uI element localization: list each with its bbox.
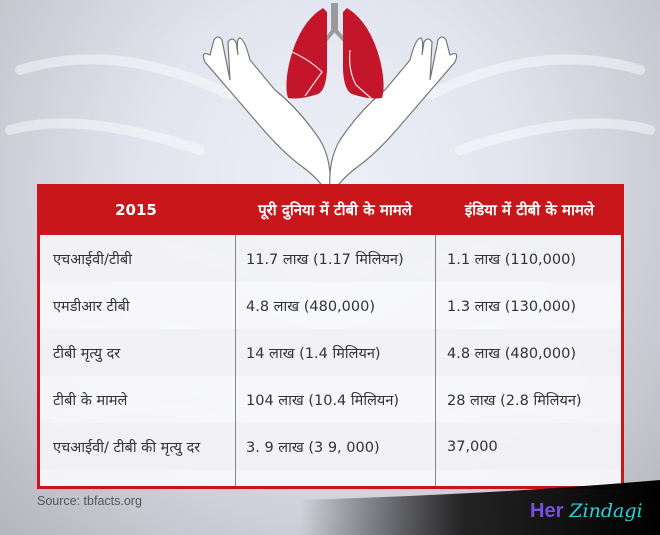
- source-caption: Source: tbfacts.org: [37, 494, 142, 508]
- header-year: 2015: [115, 200, 157, 219]
- brand-her: Her: [530, 500, 564, 522]
- lungs-icon: [286, 3, 384, 100]
- lungs-in-hands-illustration: [202, 3, 458, 190]
- table-row: टीबी मृत्यु दर 14 लाख (1.4 मिलियन) 4.8 ल…: [40, 329, 621, 376]
- world-value: 3. 9 लाख (3 9, 000): [246, 439, 380, 456]
- world-value: 11.7 लाख (1.17 मिलियन): [246, 251, 404, 268]
- table-row: एचआईवी/ टीबी की मृत्यु दर 3. 9 लाख (3 9,…: [40, 423, 621, 470]
- india-value: 37,000: [447, 438, 498, 455]
- india-value: 1.3 लाख (130,000): [447, 298, 577, 315]
- header-india-cases: इंडिया में टीबी के मामले: [464, 200, 595, 219]
- table-body: एचआईवी/टीबी 11.7 लाख (1.17 मिलियन) 1.1 ल…: [40, 235, 621, 486]
- world-value: 104 लाख (10.4 मिलियन): [246, 392, 400, 409]
- table-header-row: 2015 पूरी दुनिया में टीबी के मामले इंडिय…: [37, 184, 624, 235]
- row-label: एचआईवी/टीबी: [53, 251, 132, 268]
- herzindagi-logo: Her Zindagi: [530, 500, 643, 523]
- world-value: 14 लाख (1.4 मिलियन): [246, 345, 381, 362]
- india-value: 28 लाख (2.8 मिलियन): [447, 392, 582, 409]
- india-value: 4.8 लाख (480,000): [447, 345, 577, 362]
- header-world-cases: पूरी दुनिया में टीबी के मामले: [258, 200, 412, 219]
- world-value: 4.8 लाख (480,000): [246, 298, 376, 315]
- column-divider: [435, 235, 436, 486]
- column-divider: [235, 235, 236, 486]
- row-label: एमडीआर टीबी: [53, 298, 130, 315]
- tb-statistics-table: 2015 पूरी दुनिया में टीबी के मामले इंडिय…: [37, 184, 624, 489]
- table-row: एचआईवी/टीबी 11.7 लाख (1.17 मिलियन) 1.1 ल…: [40, 235, 621, 282]
- row-label: टीबी के मामले: [53, 392, 128, 409]
- brand-zindagi: Zindagi: [569, 500, 643, 522]
- india-value: 1.1 लाख (110,000): [447, 251, 577, 268]
- row-label: टीबी मृत्यु दर: [53, 345, 121, 362]
- row-label: एचआईवी/ टीबी की मृत्यु दर: [53, 439, 201, 456]
- table-row: एमडीआर टीबी 4.8 लाख (480,000) 1.3 लाख (1…: [40, 282, 621, 329]
- table-row: टीबी के मामले 104 लाख (10.4 मिलियन) 28 ल…: [40, 376, 621, 423]
- brand-swoosh: [300, 480, 660, 535]
- cupped-hands-icon: [202, 36, 458, 190]
